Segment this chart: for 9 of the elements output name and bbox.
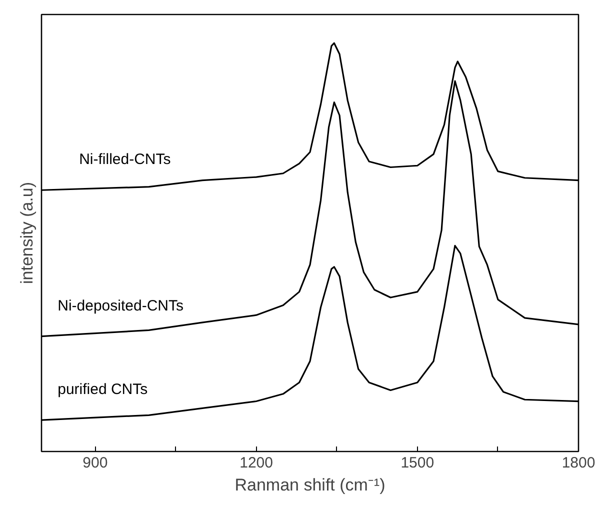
y-axis-title: intensity (a.u) xyxy=(18,182,36,284)
series-label: Ni-filled-CNTs xyxy=(79,151,171,168)
series-label: purified CNTs xyxy=(58,381,148,398)
series-label: Ni-deposited-CNTs xyxy=(58,297,184,314)
x-tick-label: 900 xyxy=(82,454,108,472)
x-axis-title: Ranman shift (cm⁻¹) xyxy=(234,476,386,494)
x-tick-label: 1800 xyxy=(562,454,596,472)
x-tick-label: 1200 xyxy=(240,454,273,472)
x-tick-label: 1500 xyxy=(400,454,434,472)
